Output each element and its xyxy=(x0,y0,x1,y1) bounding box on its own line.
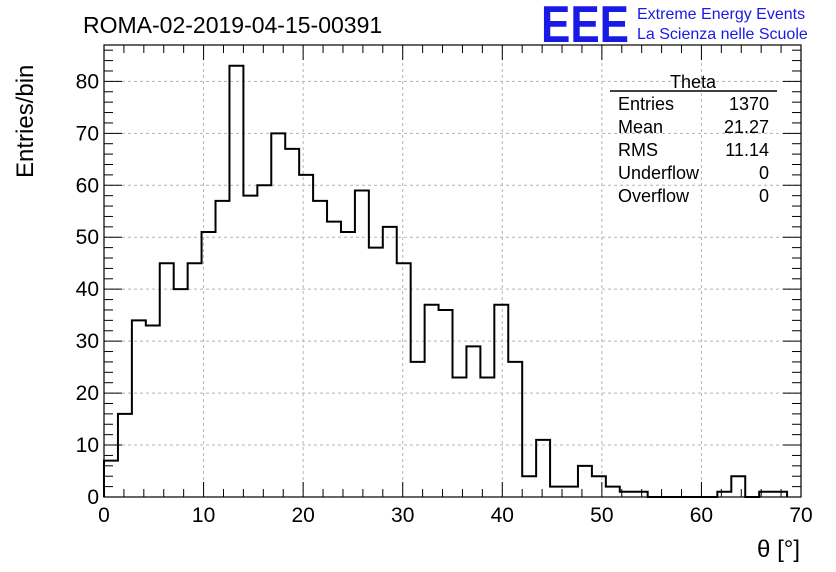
chart-title: ROMA-02-2019-04-15-00391 xyxy=(83,12,382,38)
histogram-bin xyxy=(536,440,550,497)
histogram-bin xyxy=(271,133,285,497)
histogram-bin xyxy=(425,305,439,497)
histogram-bin xyxy=(257,185,271,497)
histogram-bin xyxy=(132,320,146,497)
histogram-bin xyxy=(355,190,369,497)
y-tick-label: 50 xyxy=(76,226,99,249)
histogram-bin xyxy=(522,476,536,497)
x-tick-label: 50 xyxy=(590,504,613,527)
histogram-bin xyxy=(480,378,494,497)
eee-logo: EEE xyxy=(541,0,629,54)
y-tick-label: 30 xyxy=(76,330,99,353)
histogram-bin xyxy=(494,305,508,497)
histogram-bin xyxy=(202,232,216,497)
histogram-bin xyxy=(299,175,313,497)
y-tick-label: 70 xyxy=(76,122,99,145)
histogram-bin xyxy=(216,201,230,497)
histogram-bin xyxy=(327,222,341,497)
histogram-bin xyxy=(174,289,188,497)
histogram-bin xyxy=(606,487,620,497)
axis-tick-labels: 0 10 20 30 40 50 60 70 0 10 20 30 40 50 60 70 80 xyxy=(76,70,813,527)
histogram-bin xyxy=(160,263,174,497)
histogram-bin xyxy=(229,66,243,497)
stats-rows: Entries 1370 Mean 21.27 RMS 11.14 Underflow 0 Ov… xyxy=(618,94,769,206)
stats-label: RMS xyxy=(618,140,658,160)
y-tick-label: 0 xyxy=(87,486,99,509)
histogram-bin xyxy=(508,362,522,497)
stats-value: 21.27 xyxy=(724,117,769,137)
y-tick-label: 10 xyxy=(76,434,99,457)
stats-value: 0 xyxy=(759,186,769,206)
y-axis-title: Entries/bin xyxy=(12,65,39,178)
histogram-bin xyxy=(146,326,160,497)
stats-value: 0 xyxy=(759,163,769,183)
grid xyxy=(104,45,801,497)
histogram-bin xyxy=(243,196,257,497)
y-tick-label: 20 xyxy=(76,382,99,405)
histogram-bin xyxy=(313,201,327,497)
histogram-bin xyxy=(188,263,202,497)
histogram-bin xyxy=(578,466,592,497)
stats-title: Theta xyxy=(670,72,717,92)
histogram-bin xyxy=(439,310,453,497)
histogram-bin xyxy=(466,346,480,497)
histogram-bin xyxy=(285,149,299,497)
histogram-bin xyxy=(731,476,745,497)
stats-label: Entries xyxy=(618,94,674,114)
histogram-outline xyxy=(103,64,789,498)
stats-label: Underflow xyxy=(618,163,700,183)
axis-ticks xyxy=(103,45,802,498)
plot-frame xyxy=(103,44,802,498)
stats-box: Theta Entries 1370 Mean 21.27 RMS 11.14 Underf… xyxy=(610,72,777,206)
x-tick-label: 40 xyxy=(491,504,514,527)
histogram-bin xyxy=(453,378,467,497)
histogram-bin xyxy=(341,232,355,497)
histogram-bin xyxy=(411,362,425,497)
x-tick-label: 60 xyxy=(690,504,713,527)
stats-label: Overflow xyxy=(618,186,690,206)
x-tick-label: 30 xyxy=(391,504,414,527)
y-tick-label: 60 xyxy=(76,174,99,197)
x-tick-label: 0 xyxy=(98,504,110,527)
x-tick-label: 10 xyxy=(192,504,215,527)
x-tick-label: 20 xyxy=(291,504,314,527)
histogram-bin xyxy=(397,263,411,497)
y-tick-label: 80 xyxy=(76,70,99,93)
x-tick-label: 70 xyxy=(789,504,812,527)
histogram-bin xyxy=(118,414,132,497)
brand-line-2: La Scienza nelle Scuole xyxy=(637,26,808,43)
brand-line-1: Extreme Energy Events xyxy=(637,6,805,23)
stats-label: Mean xyxy=(618,117,663,137)
histogram-bin xyxy=(383,227,397,497)
stats-value: 11.14 xyxy=(725,140,769,160)
histogram-bin xyxy=(564,487,578,497)
stats-value: 1370 xyxy=(729,94,769,114)
histogram-bin xyxy=(592,476,606,497)
y-tick-label: 40 xyxy=(76,278,99,301)
histogram-bin xyxy=(369,248,383,497)
x-axis-title: θ [°] xyxy=(757,536,800,563)
histogram-series xyxy=(103,64,789,498)
